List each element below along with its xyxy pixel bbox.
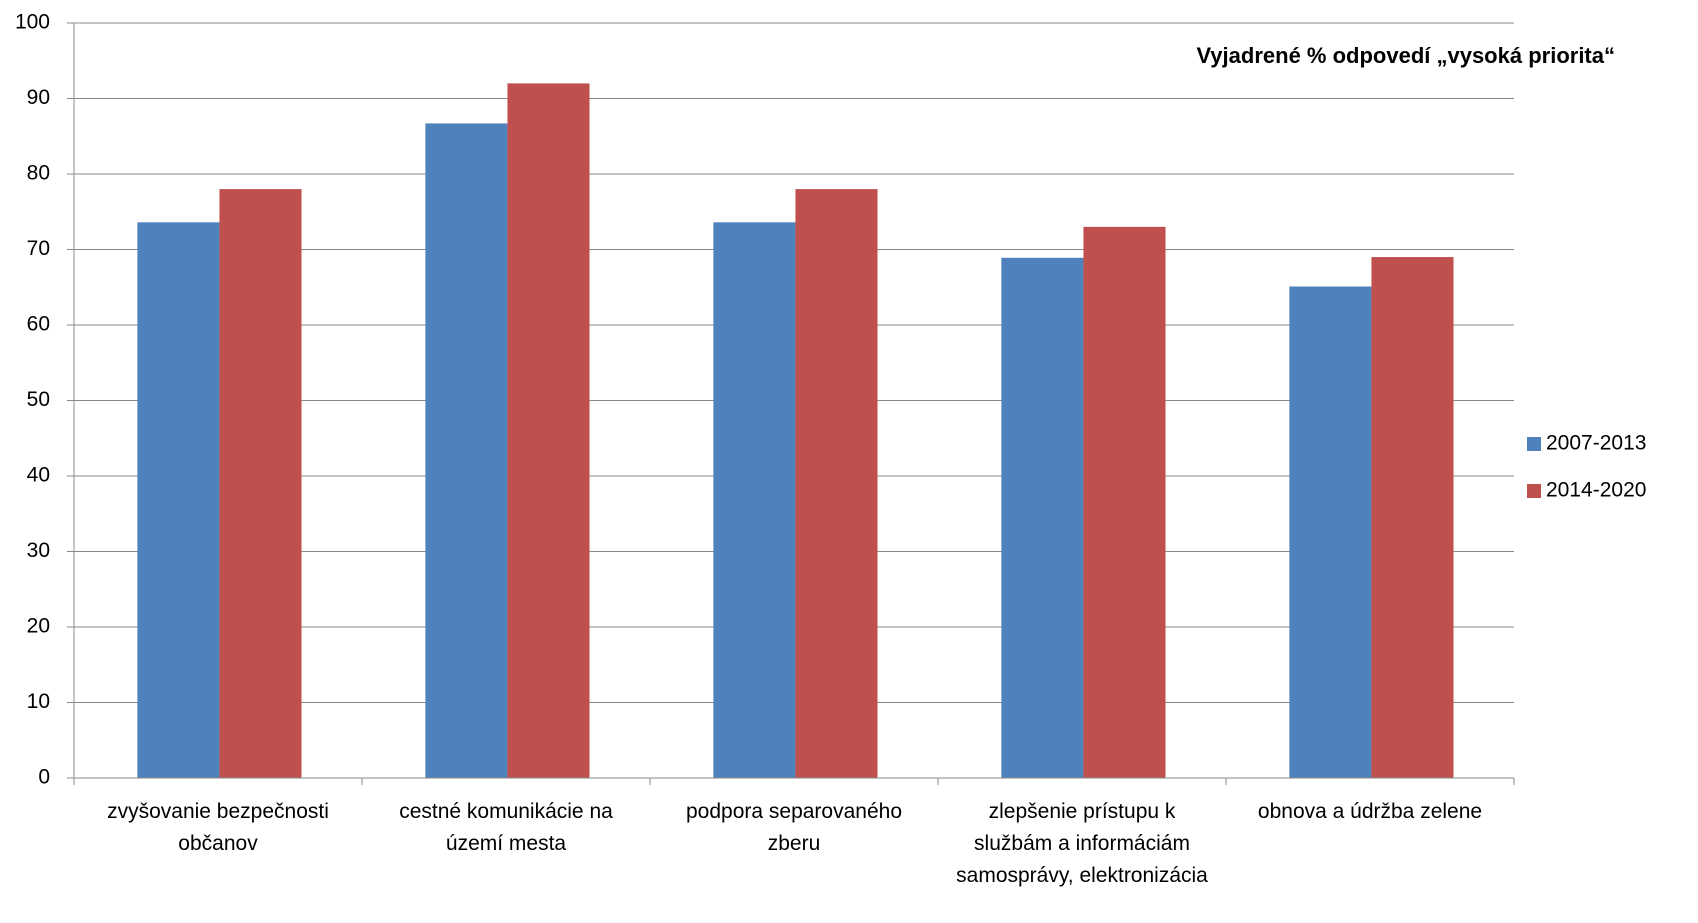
y-tick-label: 80 bbox=[27, 162, 50, 185]
x-tick-label: cestné komunikácie na území mesta bbox=[399, 800, 613, 855]
y-tick-label: 30 bbox=[27, 539, 50, 562]
legend-label: 2014-2020 bbox=[1546, 479, 1646, 502]
y-tick-label: 40 bbox=[27, 464, 50, 487]
y-tick-label: 10 bbox=[27, 690, 50, 713]
bar bbox=[1289, 286, 1372, 778]
bar bbox=[1001, 257, 1084, 778]
y-tick-label: 50 bbox=[27, 388, 50, 411]
x-tick-label: podpora separovaného zberu bbox=[685, 800, 902, 855]
legend-swatch bbox=[1527, 437, 1541, 451]
y-tick-label: 60 bbox=[27, 313, 50, 336]
legend-label: 2007-2013 bbox=[1546, 432, 1646, 455]
x-tick-label: obnova a údržba zelene bbox=[1257, 800, 1483, 823]
bar bbox=[137, 222, 220, 778]
bar bbox=[219, 189, 302, 779]
bar bbox=[795, 189, 878, 779]
bar bbox=[1371, 257, 1454, 778]
y-tick-label: 0 bbox=[38, 766, 50, 789]
x-tick-label: zvyšovanie bezpečnosti občanov bbox=[107, 800, 329, 855]
y-tick-label: 100 bbox=[15, 11, 50, 34]
y-tick-label: 90 bbox=[27, 86, 50, 109]
bar bbox=[1083, 226, 1166, 779]
bar bbox=[425, 123, 508, 779]
y-tick-label: 20 bbox=[27, 615, 50, 638]
legend-swatch bbox=[1527, 484, 1541, 498]
y-tick-label: 70 bbox=[27, 237, 50, 260]
bar bbox=[713, 222, 796, 778]
bar bbox=[507, 83, 590, 778]
chart-title: Vyjadrené % odpovedí „vysoká priorita“ bbox=[1196, 43, 1615, 68]
x-tick-label: zlepšenie prístupu k službám a informáci… bbox=[956, 800, 1208, 887]
